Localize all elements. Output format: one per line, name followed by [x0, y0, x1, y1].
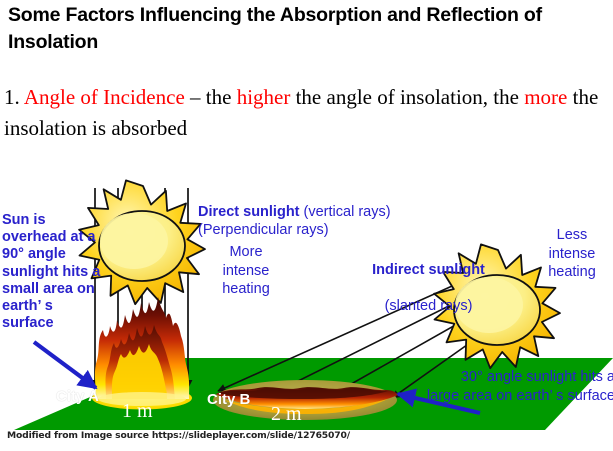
city-b-ember-char: [218, 388, 388, 399]
bullet-emphasis-more: more: [524, 85, 568, 109]
label-indirect-sunlight-detail: (slanted rays): [384, 298, 473, 314]
right-sun: [433, 243, 561, 370]
city-a-glow: [98, 392, 186, 406]
source-attribution: Modified from Image source https://slide…: [7, 430, 350, 441]
right-sun-highlight: [455, 277, 523, 333]
bullet-number: 1.: [4, 85, 20, 109]
label-city-a: City A: [56, 388, 99, 405]
bullet-mid: the angle of insolation, the: [295, 85, 519, 109]
page-title: Some Factors Influencing the Absorption …: [8, 4, 542, 53]
bullet-point-1: 1. Angle of Incidence – the higher the a…: [4, 82, 604, 144]
label-more-intense-heating: More intense heating: [222, 244, 270, 297]
label-indirect-sunlight: Indirect sunlight (slanted rays): [341, 243, 516, 315]
label-direct-sunlight-bold: Direct sunlight: [198, 204, 300, 220]
label-indirect-sunlight-bold: Indirect sunlight: [372, 262, 485, 278]
label-less-intense-heating: Less intense heating: [548, 227, 596, 280]
label-30-degree-angle: 30° angle sunlight hits a large area on …: [426, 369, 613, 404]
city-b-ember-core: [224, 399, 388, 414]
indirect-ray: [217, 277, 471, 392]
bullet-tail: the insolation is absorbed: [4, 85, 599, 140]
label-city-b: City B: [207, 391, 251, 408]
label-direct-sunlight-detail: (vertical rays) (Perpendicular rays): [198, 204, 391, 238]
city-a-hotspot: [92, 297, 192, 410]
annotation-arrow-group: [32, 340, 481, 416]
left-sun-highlight: [100, 213, 168, 269]
insolation-diagram: Sun is overhead at a 90° angle sunlight …: [0, 160, 613, 430]
label-direct-sunlight: Direct sunlight (vertical rays) (Perpend…: [198, 185, 458, 239]
label-width-2m: 2 m: [271, 403, 302, 425]
left-sun: [78, 179, 206, 306]
label-width-1m: 1 m: [122, 400, 153, 422]
indirect-ray: [271, 290, 480, 395]
bullet-term: Angle of Incidence: [23, 85, 185, 109]
bullet-dash: – the: [190, 85, 232, 109]
label-sun-overhead: Sun is overhead at a 90° angle sunlight …: [2, 212, 101, 332]
city-b-coolspot: [213, 380, 398, 420]
city-a-fire-core: [111, 344, 167, 399]
arrow-to-city-a: [32, 340, 98, 390]
diagram-graphics: [14, 179, 613, 430]
arrow-to-city-b: [396, 388, 481, 416]
bullet-emphasis-higher: higher: [236, 85, 291, 109]
